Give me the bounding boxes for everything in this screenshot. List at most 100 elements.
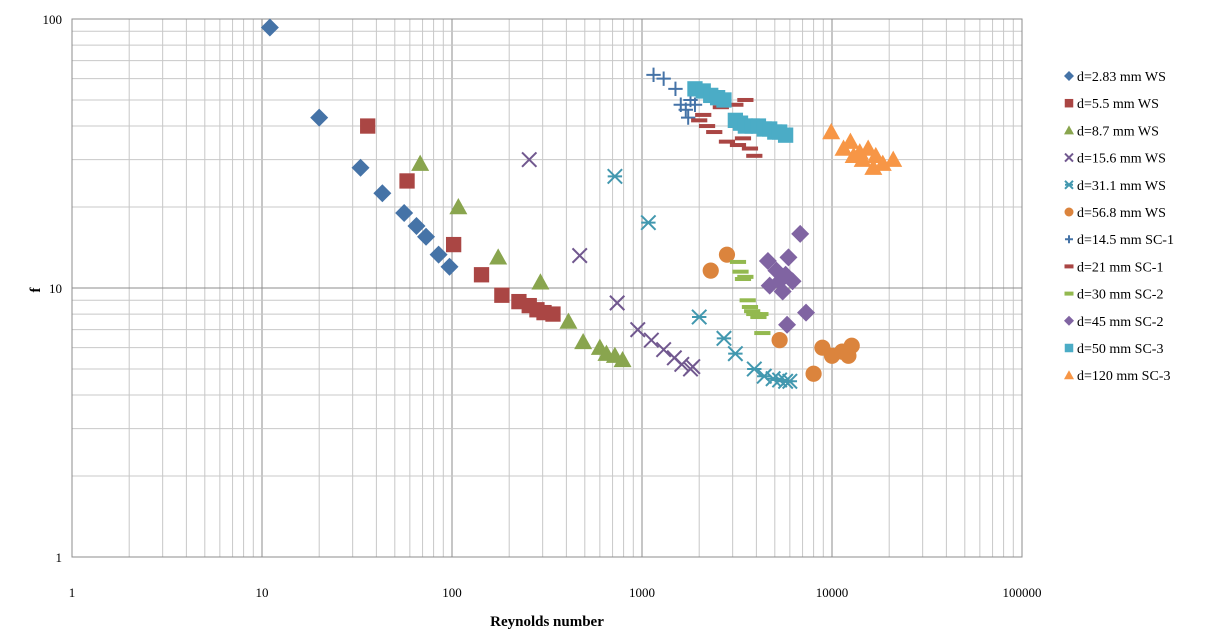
- legend-item: d=14.5 mm SC-1: [1065, 233, 1174, 248]
- x-axis-title: Reynolds number: [490, 614, 604, 630]
- legend-label: d=2.83 mm WS: [1077, 70, 1166, 85]
- data-point: [841, 132, 860, 149]
- data-point: [640, 214, 657, 231]
- data-point: [781, 373, 798, 390]
- series-9: [729, 259, 771, 336]
- x-axis-ticks: 1 10 100 1000 10000 100000: [69, 585, 1042, 600]
- legend-item: d=30 mm SC-2: [1064, 288, 1163, 303]
- data-point: [791, 224, 810, 243]
- data-point: [574, 332, 593, 350]
- data-point: [727, 102, 744, 107]
- legend-item: d=5.5 mm WS: [1064, 97, 1159, 112]
- data-point: [746, 153, 763, 158]
- data-point: [737, 97, 754, 102]
- data-point: [407, 217, 426, 236]
- data-point: [702, 262, 719, 279]
- x-tick-label: 10: [256, 585, 269, 600]
- data-point: [737, 274, 754, 279]
- data-point: [494, 287, 510, 303]
- legend-label: d=120 mm SC-3: [1077, 369, 1170, 384]
- legend-marker: [1064, 370, 1074, 380]
- data-point: [445, 236, 462, 253]
- legend-marker: [1064, 343, 1074, 353]
- data-point: [449, 198, 468, 215]
- data-point: [859, 139, 878, 156]
- data-point: [691, 309, 708, 325]
- data-point: [739, 298, 756, 303]
- data-points: [260, 18, 903, 390]
- legend-label: d=30 mm SC-2: [1077, 288, 1163, 303]
- data-point: [643, 332, 660, 349]
- data-point: [758, 252, 777, 271]
- legend-marker: [1064, 315, 1074, 326]
- data-point: [754, 331, 771, 336]
- legend-label: d=31.1 mm WS: [1077, 179, 1166, 194]
- grid-lines: [71, 19, 1022, 558]
- data-point: [729, 259, 747, 264]
- data-point: [732, 269, 749, 274]
- data-point: [310, 108, 329, 127]
- x-tick-label: 1000: [629, 585, 655, 600]
- legend-marker: [1064, 125, 1074, 135]
- legend-label: d=45 mm SC-2: [1077, 315, 1163, 330]
- data-point: [695, 112, 712, 117]
- legend-label: d=56.8 mm WS: [1077, 206, 1166, 221]
- y-tick-label: 10: [49, 281, 62, 296]
- series-12: [822, 123, 903, 175]
- data-point: [521, 151, 538, 168]
- data-point: [884, 150, 903, 167]
- legend-item: d=56.8 mm WS: [1064, 206, 1166, 221]
- data-point: [668, 81, 683, 97]
- legend-marker: [1064, 98, 1074, 108]
- data-point: [373, 184, 392, 203]
- legend-label: d=15.6 mm WS: [1077, 152, 1166, 167]
- x-tick-label: 1: [69, 585, 76, 600]
- data-point: [629, 321, 646, 338]
- data-point: [779, 248, 798, 267]
- series-10: [758, 224, 816, 334]
- x-tick-label: 100: [442, 585, 462, 600]
- data-point: [489, 248, 508, 265]
- data-point: [741, 304, 759, 309]
- data-point: [687, 97, 703, 112]
- series-6: [702, 246, 860, 382]
- series-5: [606, 168, 798, 390]
- data-point: [613, 350, 632, 368]
- data-point: [351, 158, 370, 177]
- series-1: [260, 18, 459, 276]
- data-point: [656, 71, 671, 86]
- x-tick-label: 10000: [816, 585, 849, 600]
- data-point: [805, 365, 822, 382]
- legend-item: d=50 mm SC-3: [1064, 342, 1163, 357]
- data-point: [741, 146, 759, 151]
- y-axis-ticks: 1 10 100: [43, 12, 63, 565]
- data-point: [706, 130, 723, 135]
- data-point: [864, 158, 883, 175]
- data-point: [395, 204, 414, 223]
- data-point: [716, 92, 732, 108]
- data-point: [734, 277, 752, 282]
- data-point: [411, 154, 430, 171]
- data-point: [783, 272, 802, 291]
- data-point: [744, 309, 761, 314]
- data-point: [734, 136, 752, 141]
- data-point: [752, 312, 769, 317]
- data-point: [545, 306, 561, 322]
- data-point: [746, 361, 763, 377]
- y-tick-label: 1: [56, 550, 63, 565]
- data-point: [473, 267, 490, 283]
- data-point: [655, 341, 672, 358]
- legend-item: d=120 mm SC-3: [1064, 369, 1170, 384]
- legend-label: d=8.7 mm WS: [1077, 124, 1159, 139]
- data-point: [716, 330, 732, 347]
- y-axis-title: f: [28, 287, 44, 293]
- data-point: [360, 118, 376, 134]
- legend-marker: [1064, 207, 1074, 217]
- legend-marker: [1064, 152, 1074, 163]
- legend-label: d=50 mm SC-3: [1077, 342, 1163, 357]
- data-point: [729, 143, 747, 148]
- data-point: [866, 146, 885, 164]
- data-point: [399, 173, 415, 189]
- plot-area: [71, 18, 1023, 558]
- data-point: [691, 118, 708, 123]
